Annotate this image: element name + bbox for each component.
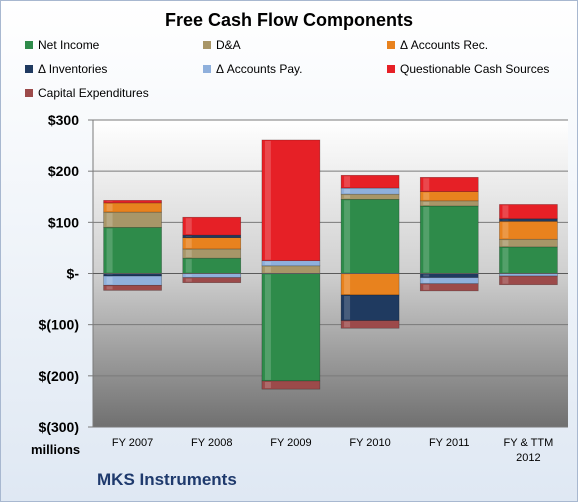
bar-highlight [185,238,192,248]
bar-net-income [103,227,162,274]
bar-capital-expenditures [340,320,400,329]
bar-highlight [106,201,113,202]
bar-highlight [264,261,271,265]
x-tick-label: FY & TTM [504,437,554,449]
bar-questionable-cash-sources [419,177,479,192]
bar-highlight [344,176,351,188]
legend-label: D&A [216,38,241,52]
legend-label: Δ Inventories [38,62,108,76]
legend-item-net-income: Net Income [25,38,99,52]
chart-subtitle: MKS Instruments [97,470,237,489]
bar-highlight [264,266,271,273]
bar-net-income [340,199,400,274]
bar-highlight [502,240,509,246]
bar-net-income [261,273,321,382]
bar-highlight [106,286,113,290]
y-tick-label: $(200) [39,368,79,384]
legend-label: Net Income [38,38,100,52]
legend-item-d-a: D&A [203,38,241,52]
bar-net-income [499,246,558,274]
legend-item-capital-expenditures: Capital Expenditures [25,86,149,100]
bar-highlight [423,274,430,277]
bar-highlight [264,381,271,389]
bar-highlight [264,140,271,260]
chart-title: Free Cash Flow Components [164,10,414,30]
bar-highlight [423,284,430,290]
legend-label: Δ Accounts Pay. [216,62,303,76]
bar-highlight [185,259,192,273]
bar-highlight [185,274,192,277]
x-tick-label: FY 2011 [429,437,470,449]
legend-swatch [25,41,33,49]
y-tick-label: $- [67,266,80,282]
y-tick-label: $100 [48,214,79,230]
legend-label: Capital Expenditures [38,86,149,100]
legend-swatch [25,89,33,97]
bar-d-a [499,238,558,248]
legend-swatch [203,41,211,49]
bar-highlight [185,249,192,258]
legend-swatch [387,41,395,49]
legend-label: Δ Accounts Rec. [400,38,489,52]
bar-highlight [502,274,509,276]
bar-capital-expenditures [499,275,558,286]
y-tick-label: $200 [48,163,79,179]
bar-highlight [106,213,113,227]
bar-highlight [106,274,113,276]
bar-capital-expenditures [261,380,321,390]
bar-questionable-cash-sources [182,216,242,236]
bar-net-income [419,205,479,274]
x-tick-label: FY 2010 [349,437,390,449]
x-tick-label: FY 2009 [270,437,311,449]
x-tick-label: FY 2007 [112,437,153,449]
bar-capital-expenditures [419,283,479,292]
bar-highlight [106,277,113,285]
bar-highlight [344,295,351,320]
bar-highlight [423,278,430,283]
bar-highlight [502,247,509,273]
legend-swatch [387,65,395,73]
bar-highlight [423,201,430,205]
bar-highlight [502,222,509,239]
legend-swatch [25,65,33,73]
bar-questionable-cash-sources [261,139,321,262]
bar-highlight [502,219,509,221]
bar-highlight [344,274,351,294]
bar-highlight [423,192,430,200]
bar-highlight [344,321,351,328]
bar-highlight [106,228,113,273]
legend-label: Questionable Cash Sources [400,62,550,76]
legend-item-accounts-rec: Δ Accounts Rec. [387,38,488,52]
bar-highlight [344,200,351,273]
legend-item-inventories: Δ Inventories [25,62,107,76]
legend-item-accounts-pay: Δ Accounts Pay. [203,62,303,76]
bar-highlight [185,218,192,235]
bar-questionable-cash-sources [103,200,162,204]
bar-highlight [423,206,430,273]
x-tick-label: FY 2008 [191,437,232,449]
y-tick-label: $(300) [39,419,79,435]
x-tick-label: 2012 [516,452,540,464]
bar-highlight [106,203,113,212]
bar-highlight [423,178,430,191]
legend-item-questionable-cash-sources: Questionable Cash Sources [387,62,549,76]
bar-capital-expenditures [182,277,242,284]
y-tick-label: $(100) [39,317,79,333]
y-axis-unit: millions [31,442,81,457]
bar-highlight [344,189,351,194]
bar-highlight [185,278,192,282]
bar-capital-expenditures [103,284,162,291]
bar-accounts-pay [103,275,162,286]
bar-highlight [502,277,509,284]
bar-questionable-cash-sources [340,174,400,189]
bar-highlight [502,205,509,218]
legend-swatch [203,65,211,73]
y-tick-label: $300 [48,112,79,128]
bar-questionable-cash-sources [499,204,558,220]
bar-highlight [264,274,271,380]
bar-highlight [344,195,351,199]
bar-highlight [185,236,192,237]
